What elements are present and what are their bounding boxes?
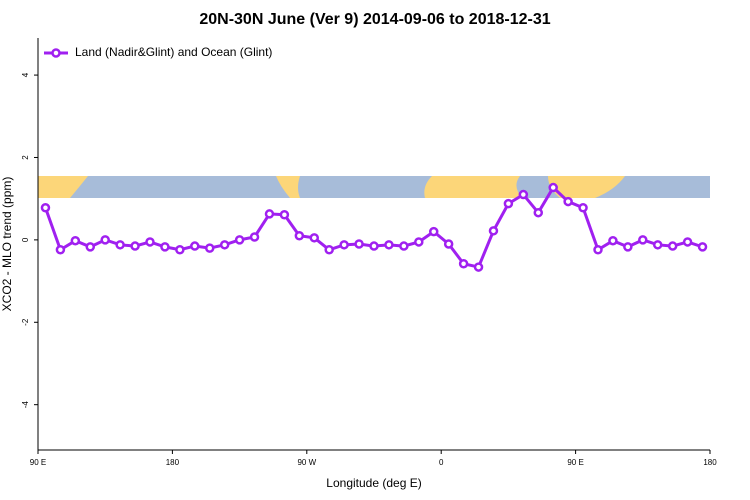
- data-point: [249, 232, 260, 242]
- x-tick-label: 180: [703, 458, 717, 467]
- legend-marker: [51, 48, 61, 58]
- y-axis-label: XCO2 - MLO trend (ppm): [0, 177, 14, 312]
- x-tick-label: 90 E: [30, 458, 46, 467]
- data-point: [234, 235, 245, 245]
- data-point: [458, 259, 469, 269]
- x-tick-label: 90 W: [297, 458, 316, 467]
- data-point: [608, 235, 618, 246]
- data-point: [190, 241, 200, 251]
- data-point: [593, 245, 603, 255]
- data-point: [399, 241, 409, 251]
- data-point: [682, 237, 693, 247]
- data-point: [369, 241, 379, 251]
- x-axis-label: Longitude (deg E): [326, 476, 421, 490]
- y-tick-label: 0: [21, 237, 30, 242]
- data-point: [488, 226, 499, 236]
- data-point: [652, 240, 663, 250]
- data-point: [100, 235, 110, 245]
- y-tick-label: 4: [21, 72, 30, 77]
- legend-label: Land (Nadir&Glint) and Ocean (Glint): [75, 45, 272, 59]
- data-point: [518, 189, 529, 200]
- data-point: [264, 209, 275, 219]
- data-point: [354, 239, 364, 249]
- data-point: [40, 202, 51, 213]
- series-line: [44, 185, 704, 269]
- map-band: [38, 176, 710, 198]
- data-point: [563, 196, 573, 207]
- data-point: [428, 226, 439, 237]
- data-point: [204, 243, 215, 253]
- data-point: [443, 239, 454, 249]
- data-point: [175, 245, 185, 255]
- data-point: [219, 240, 230, 250]
- data-point: [85, 242, 96, 252]
- data-point: [667, 241, 678, 251]
- data-point: [115, 240, 125, 250]
- data-point: [414, 237, 424, 247]
- data-point: [578, 202, 588, 213]
- x-tick-label: 0: [439, 458, 444, 467]
- data-point: [160, 242, 170, 252]
- data-point: [473, 262, 484, 272]
- data-point: [697, 242, 708, 252]
- data-point: [145, 237, 155, 247]
- data-point: [309, 233, 320, 243]
- data-point: [533, 207, 544, 218]
- data-point: [294, 231, 305, 241]
- x-tick-label: 180: [166, 458, 180, 467]
- data-point: [55, 245, 66, 255]
- chart-title: 20N-30N June (Ver 9) 2014-09-06 to 2018-…: [199, 11, 550, 28]
- y-tick-label: 2: [21, 155, 30, 160]
- data-point: [130, 241, 140, 251]
- data-point: [384, 240, 394, 250]
- y-tick-label: -2: [21, 318, 30, 326]
- data-point: [324, 245, 334, 255]
- x-tick-label: 90 E: [567, 458, 583, 467]
- data-point: [279, 209, 290, 220]
- data-point: [339, 240, 349, 250]
- data-point: [70, 235, 81, 246]
- y-tick-label: -4: [21, 401, 30, 409]
- data-point: [548, 182, 558, 193]
- data-point: [638, 235, 648, 245]
- data-point: [623, 242, 633, 252]
- data-point: [503, 198, 514, 209]
